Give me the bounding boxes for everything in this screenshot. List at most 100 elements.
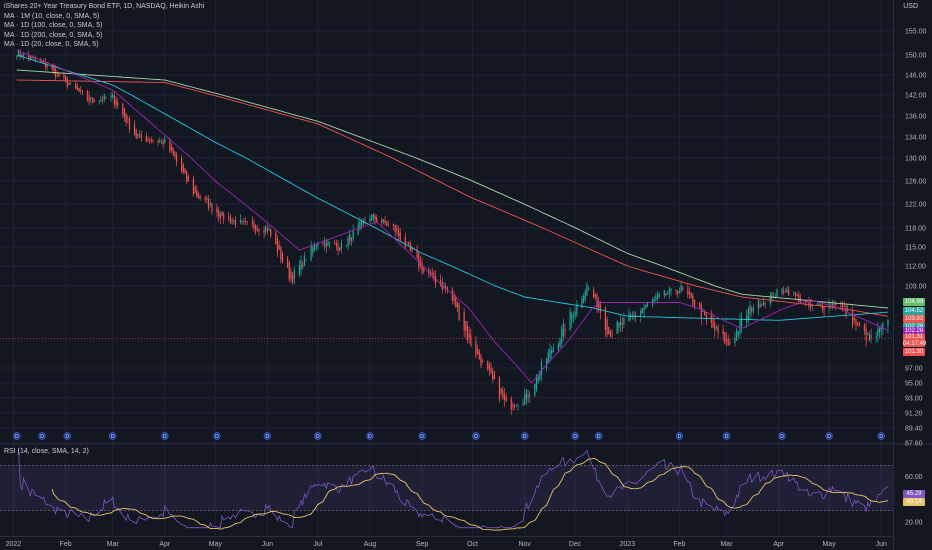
candle: [759, 300, 761, 308]
candle: [514, 403, 516, 411]
candle: [594, 293, 596, 301]
candle: [197, 191, 200, 199]
dividend-marker[interactable]: D: [675, 432, 684, 440]
candle: [878, 326, 881, 338]
candle: [796, 293, 798, 297]
candle: [799, 293, 802, 304]
candle: [101, 96, 104, 105]
grid: [0, 0, 893, 536]
candle: [286, 256, 289, 268]
candle: [616, 320, 618, 334]
candle: [374, 213, 376, 225]
candle: [645, 304, 647, 309]
candle: [312, 245, 314, 257]
candle: [786, 286, 788, 293]
dividend-marker[interactable]: D: [161, 432, 169, 440]
candle: [722, 324, 724, 342]
candle: [831, 299, 834, 310]
time-tick-label: Aug: [364, 541, 377, 548]
time-tick-label: Apr: [159, 541, 171, 548]
dividend-marker[interactable]: D: [722, 432, 731, 440]
candle: [58, 72, 60, 78]
ma-1m-price-tag: 104.99: [903, 298, 925, 306]
price-tick-label: 109.00: [905, 284, 927, 291]
dividend-marker[interactable]: D: [366, 432, 374, 440]
candle: [19, 49, 21, 60]
candle: [858, 321, 860, 327]
candle: [211, 202, 213, 215]
currency-label: USD: [903, 3, 918, 10]
candle: [593, 286, 595, 299]
dividend-marker[interactable]: D: [571, 432, 579, 440]
time-tick-label: Dec: [569, 541, 582, 548]
price-axis[interactable]: 155.00 150.00 146.00 142.00 138.00 134.00 130.…: [905, 29, 927, 448]
candle: [196, 185, 198, 198]
candle: [145, 132, 147, 143]
svg-text:D: D: [879, 434, 883, 440]
candle: [113, 91, 115, 109]
candle: [137, 133, 139, 139]
candle: [335, 239, 337, 251]
candle: [302, 261, 304, 270]
time-tick-label: Mar: [107, 541, 120, 548]
dividend-marker[interactable]: D: [472, 432, 480, 440]
dividend-marker[interactable]: D: [877, 432, 885, 440]
dividend-marker[interactable]: D: [13, 432, 21, 440]
candle: [423, 266, 425, 275]
candle: [382, 219, 385, 225]
dividend-marker[interactable]: D: [778, 432, 786, 440]
legend-ma-1m: MA · 1M (10, close, 0, SMA, 5): [4, 12, 100, 20]
candle: [305, 258, 307, 262]
candle: [135, 128, 137, 140]
candle: [477, 344, 479, 355]
candle: [216, 203, 218, 218]
candle: [298, 260, 300, 278]
candle: [22, 52, 25, 60]
dividend-marker[interactable]: D: [521, 432, 529, 440]
dividend-marker[interactable]: D: [38, 432, 46, 440]
candle: [88, 91, 90, 106]
dividend-marker[interactable]: D: [63, 432, 71, 440]
candle: [372, 213, 374, 222]
candle: [278, 240, 280, 250]
candle: [394, 224, 396, 238]
dividend-marker[interactable]: D: [263, 432, 272, 440]
time-axis[interactable]: 2022 Feb Mar Apr May Jun Jul Aug Sep Oct Nov Dec 202…: [6, 541, 887, 548]
candle: [293, 266, 295, 285]
candle: [482, 358, 484, 364]
candle: [313, 242, 316, 252]
candle: [557, 341, 559, 353]
candle: [655, 292, 657, 301]
dividend-marker[interactable]: D: [213, 432, 221, 440]
dividend-marker[interactable]: D: [108, 432, 117, 440]
dividend-marker[interactable]: D: [418, 432, 426, 440]
candle: [611, 329, 613, 340]
dividend-marker[interactable]: D: [314, 432, 322, 440]
candle: [125, 112, 127, 127]
ma-1m-10-line: [16, 69, 889, 309]
candle: [656, 290, 659, 304]
price-tick-label: 146.00: [905, 73, 927, 80]
candle: [525, 389, 527, 405]
candle: [329, 241, 331, 249]
candle: [364, 216, 366, 225]
candle: [835, 301, 837, 311]
price-tick-label: 93.00: [905, 396, 923, 403]
dividend-marker[interactable]: D: [594, 432, 603, 440]
candle: [451, 287, 453, 305]
ma-200-line: [16, 79, 889, 317]
candle: [574, 306, 576, 320]
candle: [288, 260, 290, 283]
candle: [769, 291, 771, 308]
candle: [381, 217, 383, 226]
candle: [138, 130, 141, 138]
candle: [241, 220, 243, 226]
candle: [715, 325, 718, 331]
price-tick-label: 150.00: [905, 53, 927, 60]
dividend-marker[interactable]: D: [825, 432, 833, 440]
candle: [586, 282, 588, 297]
candle: [386, 220, 388, 227]
candles[interactable]: [16, 49, 889, 415]
